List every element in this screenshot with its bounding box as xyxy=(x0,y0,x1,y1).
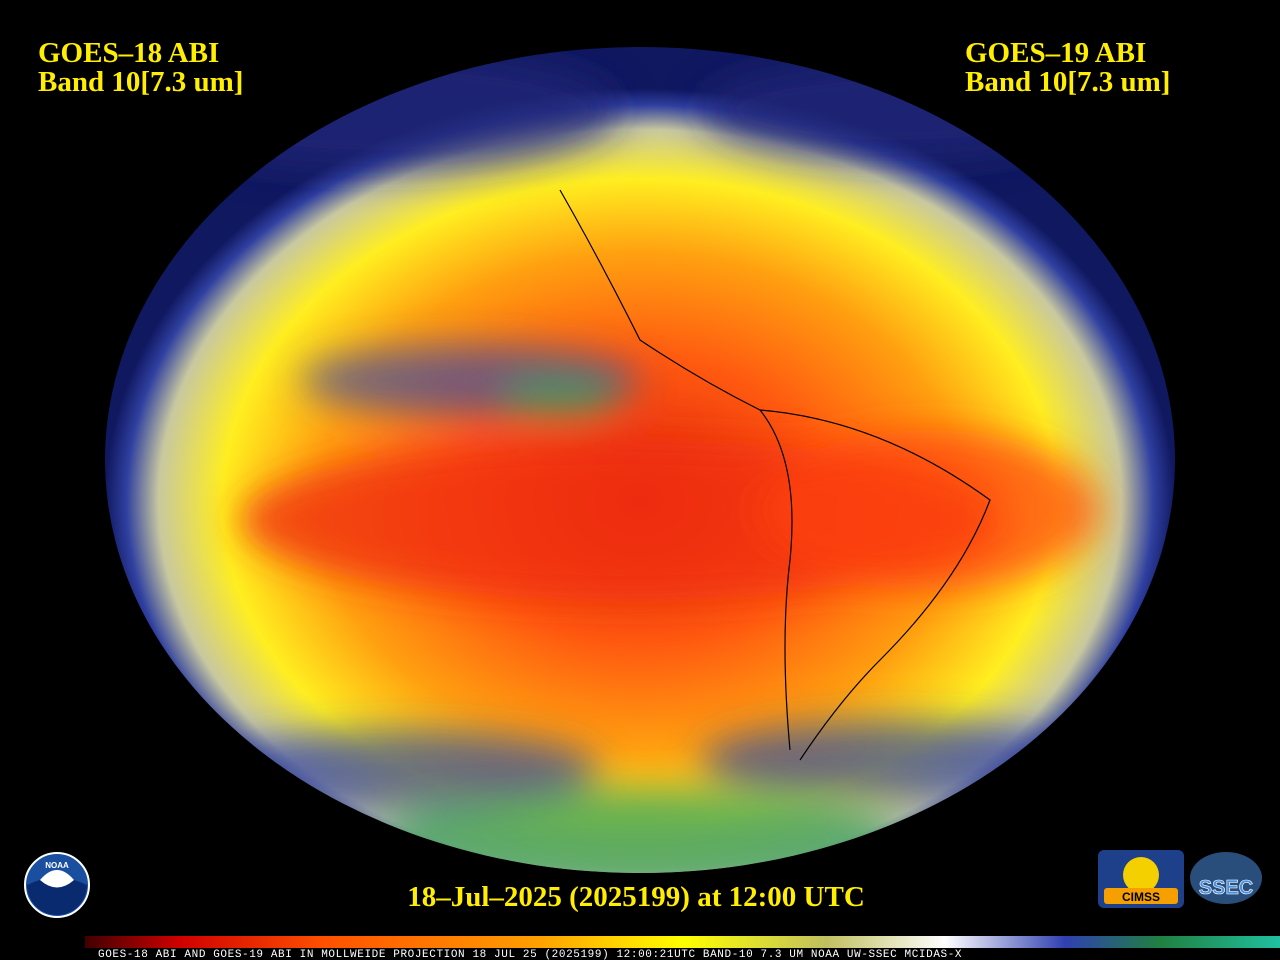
noaa-logo: NOAA xyxy=(24,852,90,918)
globe xyxy=(105,47,1175,873)
cimss-text: CIMSS xyxy=(1122,890,1160,904)
coastline xyxy=(559,189,991,761)
ssec-text: SSEC xyxy=(1199,877,1253,899)
left-satellite-label: GOES–18 ABI xyxy=(38,37,219,69)
noaa-text: NOAA xyxy=(45,861,69,870)
footer-caption: GOES-18 ABI AND GOES-19 ABI IN MOLLWEIDE… xyxy=(98,949,962,960)
right-band-label: Band 10[7.3 um] xyxy=(965,66,1170,98)
ssec-logo: SSEC xyxy=(1190,852,1262,904)
cimss-logo: CIMSS xyxy=(1098,850,1184,908)
right-satellite-label: GOES–19 ABI xyxy=(965,37,1146,69)
left-band-label: Band 10[7.3 um] xyxy=(38,66,243,98)
timestamp: 18–Jul–2025 (2025199) at 12:00 UTC xyxy=(407,881,865,913)
color-bar xyxy=(85,936,1280,948)
